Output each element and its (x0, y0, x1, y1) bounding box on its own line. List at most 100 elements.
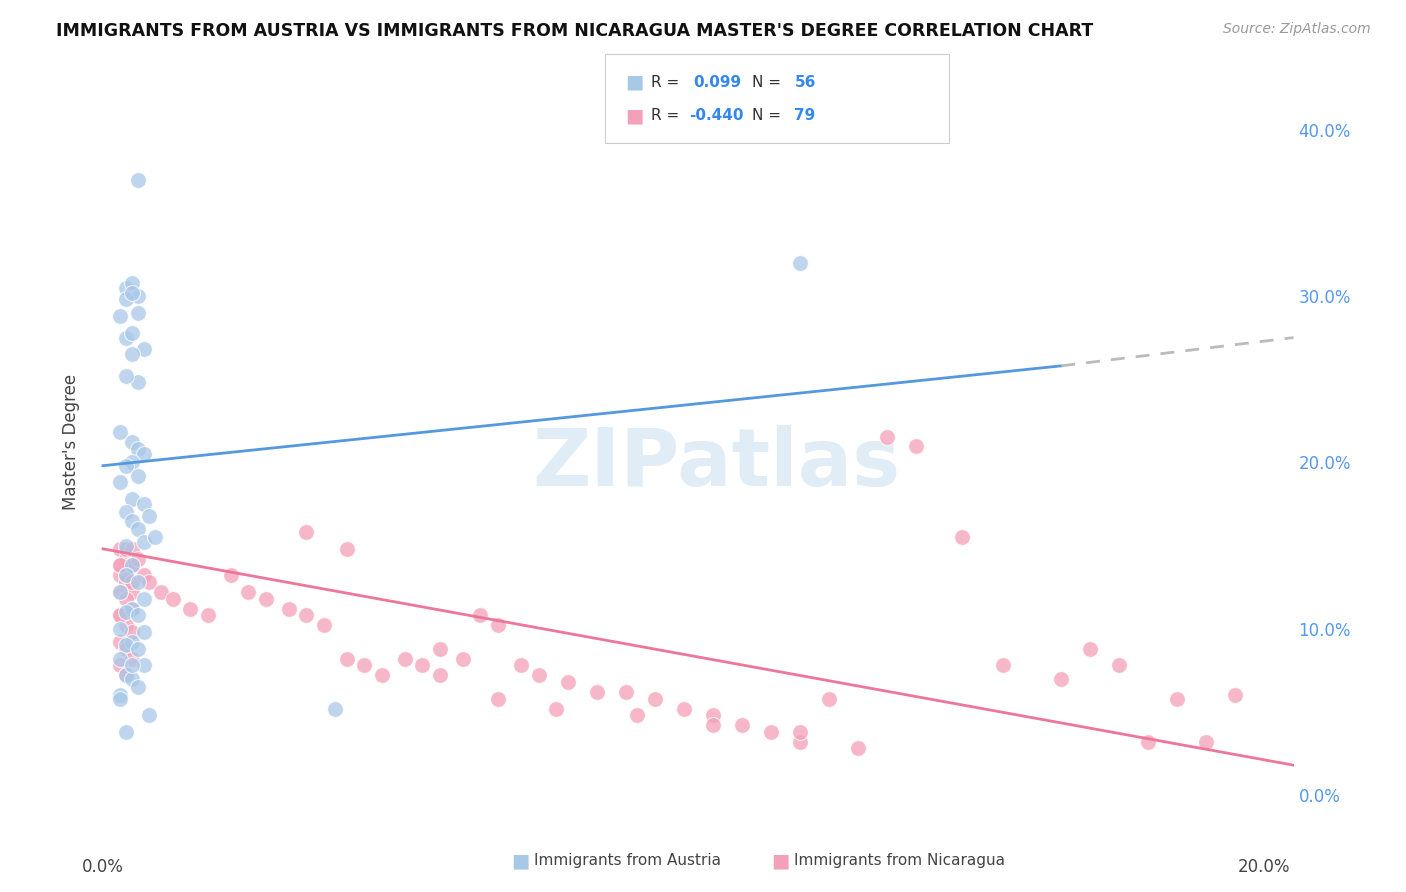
Point (115, 618, 138, 632)
Point (702, 718, 724, 732)
Point (614, 685, 637, 699)
Point (238, 585, 260, 599)
Point (115, 280, 138, 294)
Point (115, 638, 138, 652)
Text: N =: N = (752, 75, 786, 89)
Point (132, 591, 155, 606)
Point (127, 376, 149, 390)
Point (115, 605, 138, 619)
Text: 0.0%: 0.0% (82, 858, 124, 876)
Point (110, 608, 132, 623)
Point (110, 585, 132, 599)
Point (138, 508, 160, 523)
Point (110, 688, 132, 702)
Point (115, 668, 138, 682)
Point (121, 435, 143, 450)
Point (486, 691, 509, 706)
Text: ■: ■ (626, 106, 644, 125)
Point (110, 658, 132, 673)
Point (115, 458, 138, 473)
Point (132, 447, 155, 461)
Point (121, 635, 143, 649)
Point (110, 558, 132, 573)
Point (557, 675, 579, 690)
Point (121, 601, 143, 615)
Point (115, 539, 138, 553)
Point (115, 330, 138, 344)
Text: N =: N = (752, 108, 786, 123)
Text: 20.0%: 20.0% (1239, 858, 1291, 876)
Text: ■: ■ (510, 851, 530, 871)
Point (789, 735, 811, 749)
Text: 56: 56 (794, 75, 815, 89)
Point (121, 491, 143, 506)
Point (1195, 735, 1218, 749)
Point (731, 718, 754, 732)
Point (323, 701, 346, 715)
Point (336, 651, 359, 665)
Point (121, 601, 143, 615)
Text: 79: 79 (794, 108, 815, 123)
Point (486, 618, 509, 632)
Point (876, 430, 898, 444)
Point (121, 514, 143, 528)
Point (197, 608, 219, 623)
Point (644, 691, 666, 706)
Point (132, 568, 155, 582)
Point (115, 641, 138, 656)
Point (818, 691, 841, 706)
Point (544, 701, 567, 715)
Point (110, 558, 132, 573)
Point (121, 347, 143, 361)
Y-axis label: Master's Degree: Master's Degree (62, 374, 80, 509)
Point (110, 568, 132, 582)
Point (429, 641, 451, 656)
Point (110, 425, 132, 440)
Text: IMMIGRANTS FROM AUSTRIA VS IMMIGRANTS FROM NICARAGUA MASTER'S DEGREE CORRELATION: IMMIGRANTS FROM AUSTRIA VS IMMIGRANTS FR… (56, 22, 1094, 40)
Point (585, 685, 607, 699)
Point (121, 326, 143, 340)
Point (110, 651, 132, 665)
Point (789, 724, 811, 739)
Point (527, 668, 550, 682)
Point (991, 658, 1014, 673)
Point (110, 309, 132, 323)
Point (394, 651, 416, 665)
Point (127, 442, 149, 456)
Point (121, 558, 143, 573)
Point (121, 672, 143, 686)
Point (121, 658, 143, 673)
Point (295, 608, 318, 623)
Point (626, 708, 648, 723)
Point (132, 497, 155, 511)
Text: ■: ■ (770, 851, 790, 871)
Point (127, 551, 149, 566)
Point (143, 530, 166, 544)
Text: ZIPatlas: ZIPatlas (533, 425, 901, 503)
Point (121, 558, 143, 573)
Text: Source: ZipAtlas.com: Source: ZipAtlas.com (1223, 22, 1371, 37)
Point (336, 541, 359, 556)
Point (115, 541, 138, 556)
Point (115, 568, 138, 582)
Point (1078, 641, 1101, 656)
Text: ■: ■ (626, 72, 644, 92)
Point (277, 601, 299, 615)
Point (952, 530, 974, 544)
Point (219, 568, 242, 582)
Point (429, 668, 451, 682)
Text: Immigrants from Austria: Immigrants from Austria (534, 854, 721, 868)
Point (1225, 688, 1247, 702)
Point (110, 691, 132, 706)
Point (115, 293, 138, 307)
Point (115, 724, 138, 739)
Point (110, 622, 132, 636)
Point (846, 741, 869, 756)
Point (150, 585, 173, 599)
Point (254, 591, 277, 606)
Point (110, 585, 132, 599)
Point (138, 575, 160, 590)
Point (312, 618, 335, 632)
Point (121, 651, 143, 665)
Point (110, 475, 132, 490)
